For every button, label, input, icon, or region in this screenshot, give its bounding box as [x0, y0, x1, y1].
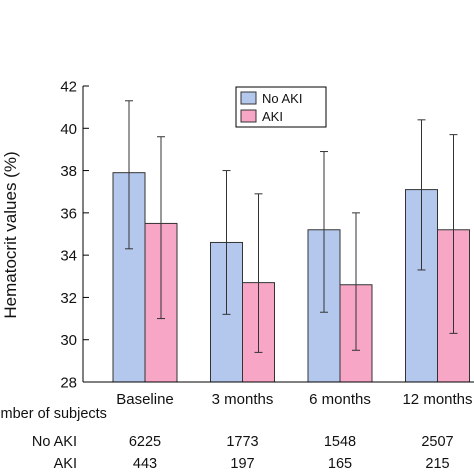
x-axis: Baseline 3 months 6 months 12 months	[83, 381, 474, 408]
x-tick-label-0: Baseline	[116, 391, 174, 408]
subjects-row-label-0: No AKI	[32, 434, 77, 450]
x-tick-label-3: 12 months	[402, 391, 472, 408]
subjects-cell-1-1: 197	[230, 456, 254, 472]
y-tick-label-32: 32	[60, 290, 77, 307]
legend-swatch-1	[240, 109, 257, 123]
y-tick-label-40: 40	[60, 121, 77, 138]
y-tick-label-34: 34	[60, 248, 77, 265]
x-tick-label-2: 6 months	[309, 391, 371, 408]
legend-swatch-0	[240, 91, 257, 105]
legend: No AKI AKI	[235, 86, 327, 128]
subjects-cell-0-3: 2507	[421, 434, 453, 450]
x-tick-label-1: 3 months	[212, 391, 274, 408]
subjects-cell-0-1: 1773	[226, 434, 258, 450]
legend-label-0: No AKI	[262, 91, 302, 106]
y-tick-label-38: 38	[60, 163, 77, 180]
subjects-cell-0-2: 1548	[324, 434, 356, 450]
y-tick-label-30: 30	[60, 332, 77, 349]
legend-label-1: AKI	[262, 109, 283, 124]
subjects-table-title: Number of subjects	[0, 406, 107, 422]
y-axis-label: Hematocrit values (%)	[1, 151, 20, 318]
subjects-table: Number of subjects No AKI 6225 1773 1548 250…	[0, 406, 454, 472]
subjects-cell-1-2: 165	[328, 456, 352, 472]
subjects-cell-1-0: 443	[133, 456, 157, 472]
y-axis: 28 30 32 34 36 38 40 42	[60, 79, 89, 392]
plot-area	[112, 100, 470, 383]
y-tick-label-28: 28	[60, 375, 77, 392]
subjects-row-label-1: AKI	[54, 456, 77, 472]
subjects-cell-1-3: 215	[425, 456, 449, 472]
subjects-cell-0-0: 6225	[129, 434, 161, 450]
y-tick-label-36: 36	[60, 205, 77, 222]
y-tick-label-42: 42	[60, 79, 77, 96]
